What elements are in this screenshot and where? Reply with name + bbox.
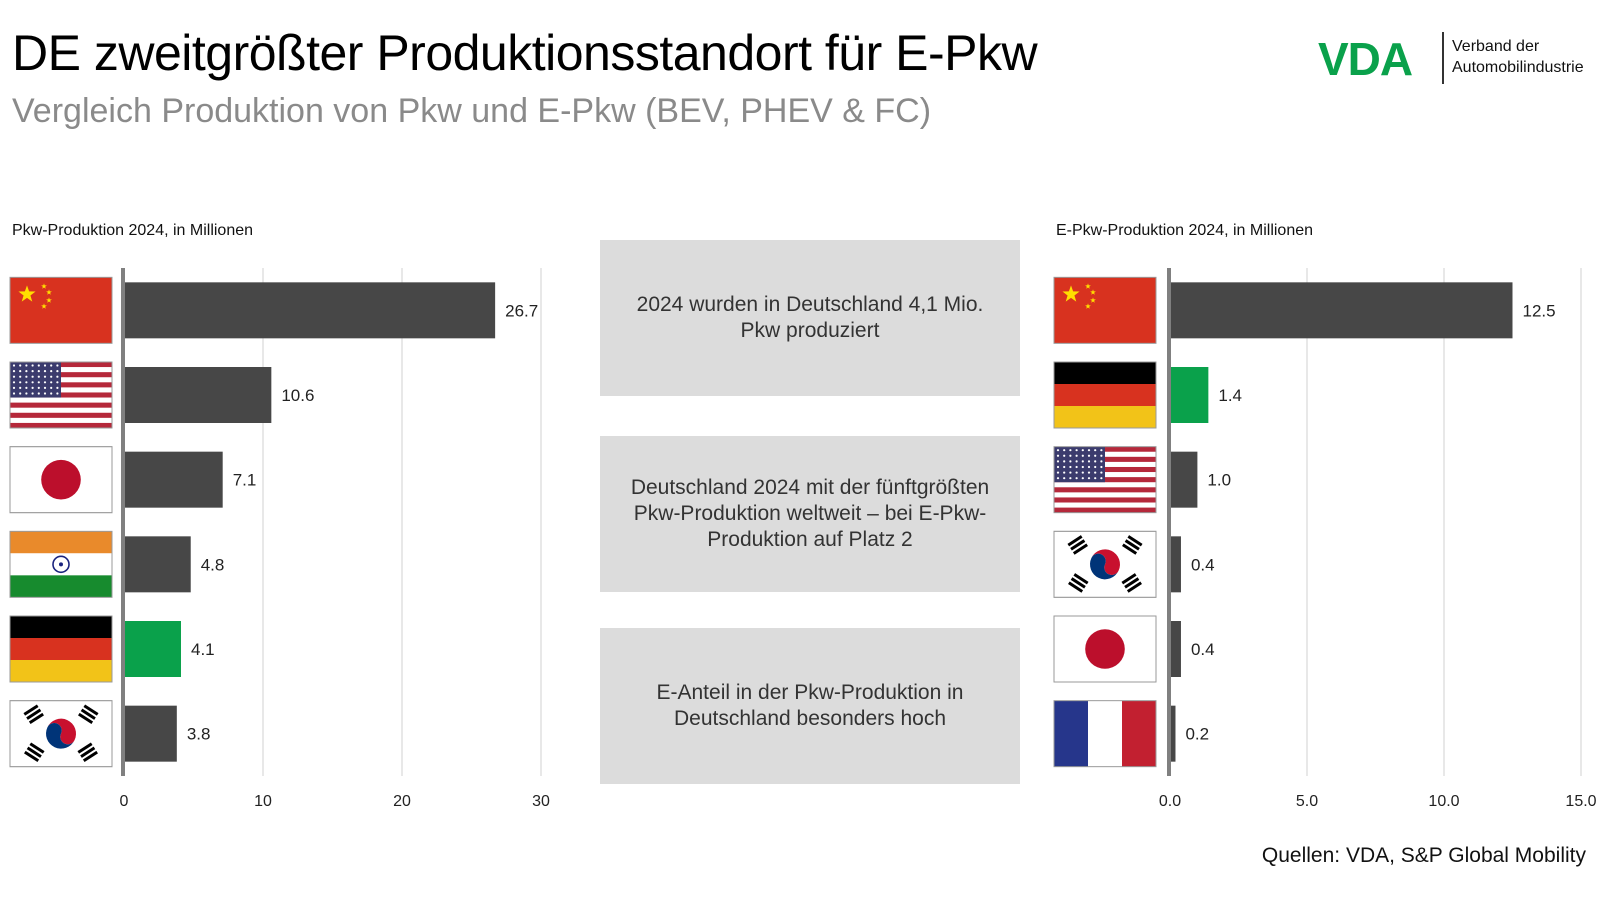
bar (1171, 367, 1209, 423)
left-chart-title: Pkw-Produktion 2024, in Millionen (12, 222, 254, 239)
bar (1171, 536, 1181, 593)
info-box-2: Deutschland 2024 mit der fünftgrößten Pk… (600, 436, 1020, 592)
logo-divider (1442, 32, 1444, 84)
value-label: 0.4 (1191, 555, 1215, 574)
usa-flag-icon (1053, 446, 1157, 514)
vda-logo: VDA Verband der Automobilindustrie (1318, 30, 1600, 86)
logo-mark: VDA (1318, 33, 1413, 85)
value-label: 3.8 (187, 725, 211, 744)
bar (1171, 621, 1181, 677)
right-chart-title: E-Pkw-Produktion 2024, in Millionen (1056, 222, 1314, 239)
chart-1: 0 10 20 30 26.7 10.6 7.1 4.8 4.1 3.8 (9, 268, 550, 810)
info-box-1: 2024 wurden in Deutschland 4,1 Mio. Pkw … (600, 240, 1020, 396)
logo-text: Verband der Automobilindustrie (1452, 36, 1584, 78)
bar (125, 705, 177, 762)
value-label: 1.4 (1218, 386, 1242, 405)
page-title: DE zweitgrößter Produktionsstandort für … (12, 25, 1038, 81)
tick-label: 0.0 (1159, 793, 1181, 810)
value-label: 10.6 (281, 386, 314, 405)
tick-label: 10.0 (1428, 793, 1459, 810)
bar (125, 621, 181, 677)
value-label: 0.2 (1185, 725, 1209, 744)
tick-label: 10 (254, 793, 272, 810)
south-korea-flag-icon (1053, 530, 1157, 598)
tick-label: 0 (120, 793, 129, 810)
bar (1171, 282, 1513, 339)
japan-flag-icon (9, 446, 113, 514)
bar (125, 367, 272, 423)
china-flag-icon (1053, 276, 1157, 344)
tick-label: 15.0 (1565, 793, 1596, 810)
china-flag-icon (9, 276, 113, 344)
japan-flag-icon (1053, 615, 1157, 683)
india-flag-icon (9, 530, 113, 598)
germany-flag-icon (9, 615, 113, 683)
bar (1171, 705, 1176, 762)
france-flag-icon (1053, 700, 1157, 768)
info-box-3: E-Anteil in der Pkw-Produktion in Deutsc… (600, 628, 1020, 784)
usa-flag-icon (9, 361, 113, 429)
value-label: 4.1 (191, 640, 215, 659)
south-korea-flag-icon (9, 700, 113, 768)
bar (125, 536, 191, 593)
value-label: 1.0 (1207, 471, 1231, 490)
source-note: Quellen: VDA, S&P Global Mobility (1261, 844, 1586, 867)
page-subtitle: Vergleich Produktion von Pkw und E-Pkw (… (12, 92, 932, 130)
chart-2: 0.0 5.0 10.0 15.0 12.5 1.4 1.0 0.4 0.4 0.2 (1053, 268, 1597, 810)
tick-label: 5.0 (1296, 793, 1318, 810)
value-label: 4.8 (201, 555, 225, 574)
bar (1171, 451, 1198, 508)
tick-label: 30 (532, 793, 550, 810)
value-label: 0.4 (1191, 640, 1215, 659)
logo-line-1: Verband der (1452, 38, 1540, 55)
tick-label: 20 (393, 793, 411, 810)
bar (125, 451, 223, 508)
germany-flag-icon (1053, 361, 1157, 429)
logo-line-2: Automobilindustrie (1452, 59, 1584, 76)
value-label: 7.1 (233, 471, 257, 490)
value-label: 26.7 (505, 301, 538, 320)
value-label: 12.5 (1523, 301, 1556, 320)
bar (125, 282, 496, 339)
